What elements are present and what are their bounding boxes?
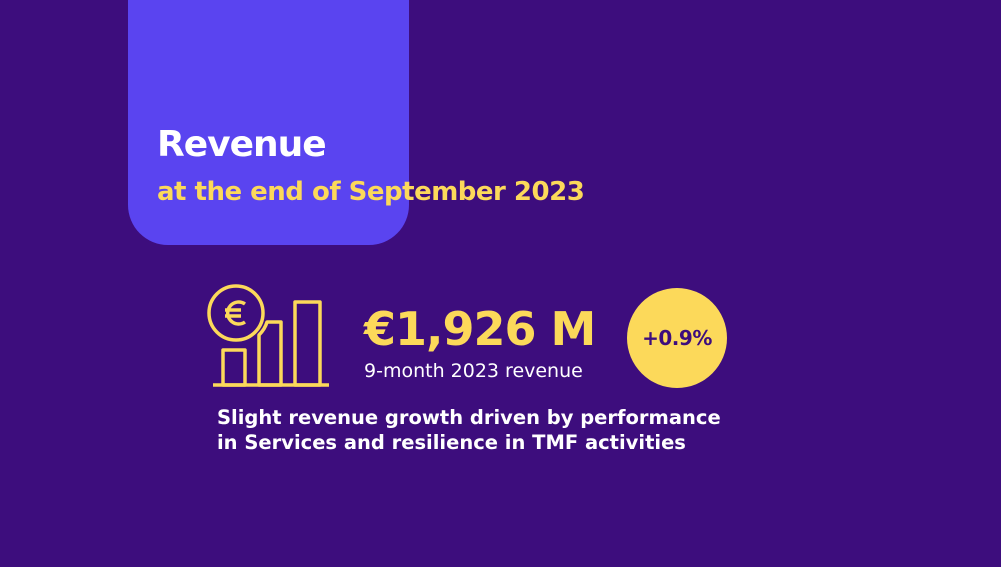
- growth-value: +0.9%: [642, 326, 712, 350]
- header-card: [128, 0, 409, 245]
- revenue-label: 9-month 2023 revenue: [364, 360, 583, 382]
- growth-badge: +0.9%: [627, 288, 727, 388]
- page-subtitle: at the end of September 2023: [157, 177, 585, 207]
- description: Slight revenue growth driven by performa…: [217, 405, 721, 455]
- page-title: Revenue: [157, 124, 327, 165]
- revenue-amount: €1,926 M: [364, 302, 596, 356]
- description-line: in Services and resilience in TMF activi…: [217, 431, 686, 454]
- euro-coin-bar-chart-icon: [207, 284, 329, 387]
- description-line: Slight revenue growth driven by performa…: [217, 406, 721, 429]
